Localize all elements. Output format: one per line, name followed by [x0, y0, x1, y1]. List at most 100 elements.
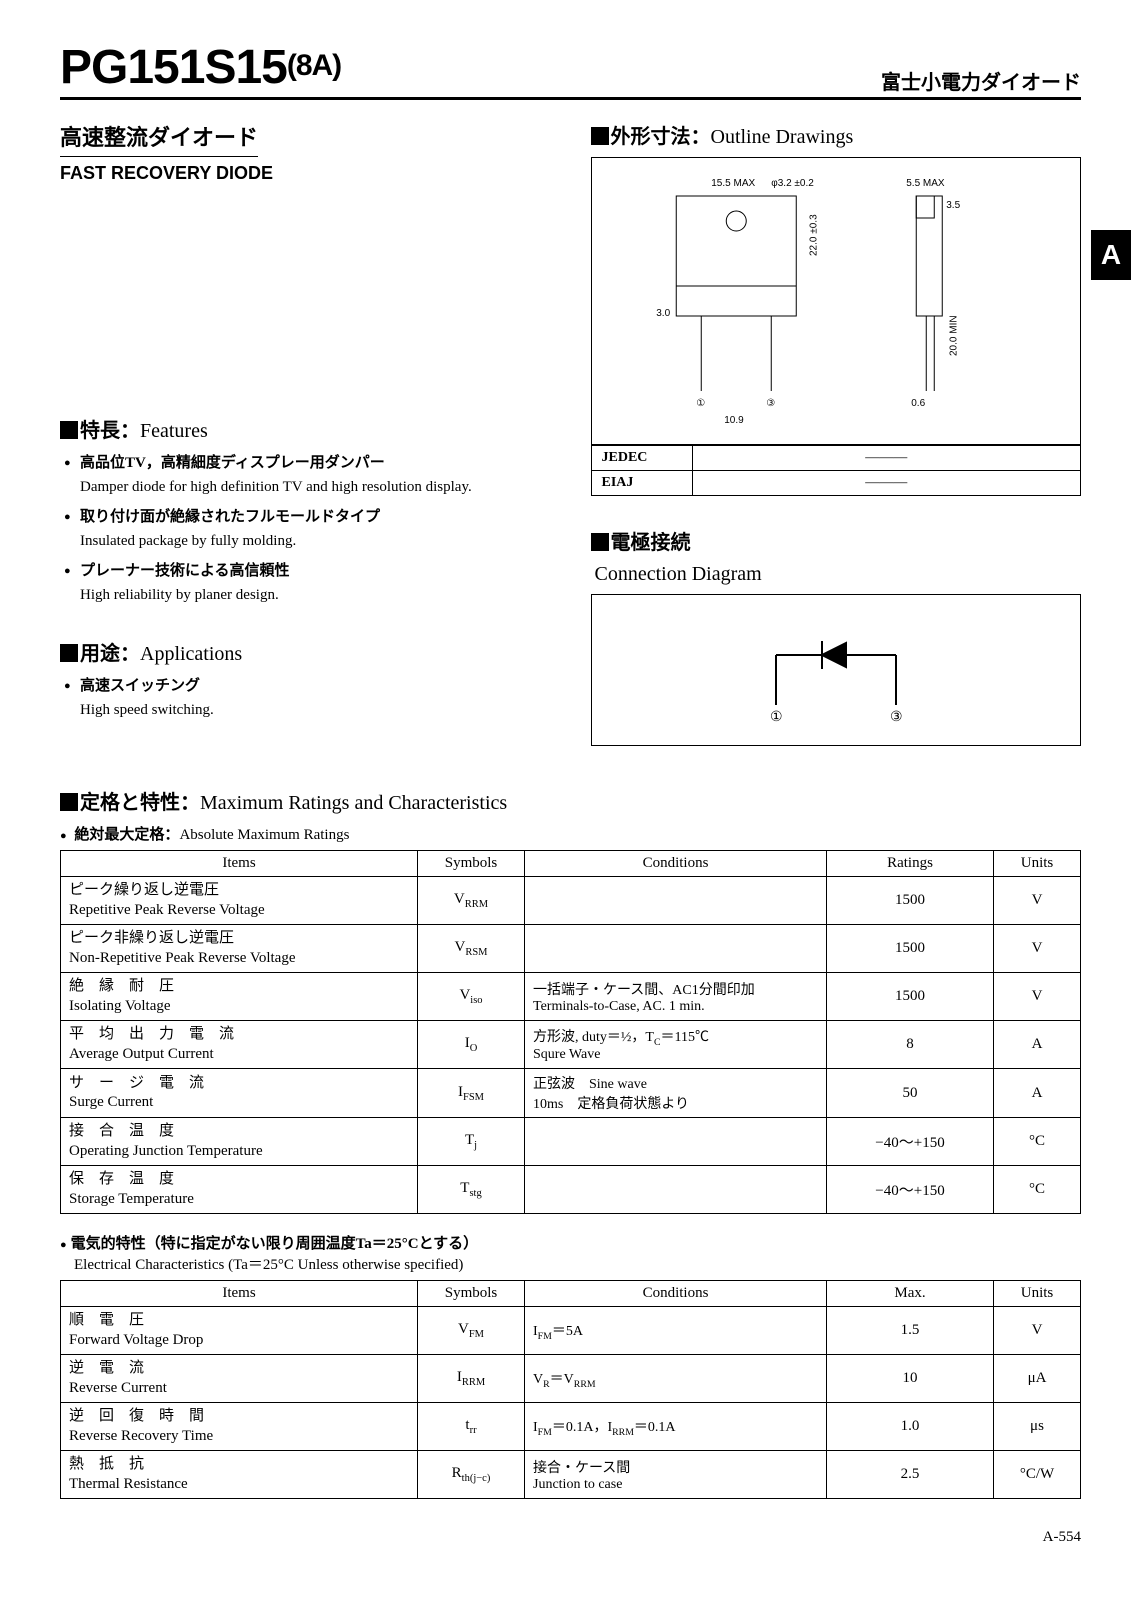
condition-cell	[525, 925, 827, 973]
condition-cell	[525, 1118, 827, 1166]
symbol-cell: VRSM	[418, 925, 525, 973]
list-item-jp: プレーナー技術による高信頼性	[80, 559, 551, 583]
symbol-cell: IFSM	[418, 1069, 525, 1118]
svg-text:③: ③	[766, 398, 775, 409]
header: PG151S15(8A) 富士小電力ダイオード	[60, 40, 1081, 100]
connection-diagram: ① ③	[591, 594, 1082, 746]
svg-text:22.0 ±0.3: 22.0 ±0.3	[808, 214, 819, 256]
condition-cell: 方形波, duty＝½，TC＝115℃Squre Wave	[525, 1021, 827, 1069]
unit-cell: μs	[994, 1403, 1081, 1451]
applications-head-jp: 用途	[80, 643, 120, 665]
subtitle-en: FAST RECOVERY DIODE	[60, 163, 551, 184]
jedec-row: JEDEC ———	[592, 445, 1081, 470]
unit-cell: °C/W	[994, 1451, 1081, 1499]
table-header-cell: Items	[61, 851, 418, 877]
part-number-block: PG151S15(8A)	[60, 40, 341, 95]
list-item-en: Damper diode for high definition TV and …	[80, 475, 551, 499]
right-column: 外形寸法：Outline Drawings	[591, 120, 1082, 746]
item-cell: サ ー ジ 電 流Surge Current	[61, 1069, 418, 1118]
symbol-cell: Rth(j−c)	[418, 1451, 525, 1499]
ratings-head-en: Maximum Ratings and Characteristics	[200, 792, 507, 814]
condition-cell	[525, 1166, 827, 1214]
condition-cell: IFM＝5A	[525, 1307, 827, 1355]
table-header-cell: Conditions	[525, 1281, 827, 1307]
condition-cell: 接合・ケース間Junction to case	[525, 1451, 827, 1499]
rating-cell: 1500	[827, 973, 994, 1021]
part-number: PG151S15	[60, 41, 287, 94]
ratings-head: 定格と特性：Maximum Ratings and Characteristic…	[60, 786, 1081, 815]
table-row: ピーク非繰り返し逆電圧Non-Repetitive Peak Reverse V…	[61, 925, 1081, 973]
symbol-cell: Tj	[418, 1118, 525, 1166]
features-head: 特長：Features	[60, 414, 551, 443]
applications-head-en: Applications	[140, 643, 242, 665]
ratings-head-jp: 定格と特性	[80, 792, 180, 814]
item-cell: 接 合 温 度Operating Junction Temperature	[61, 1118, 418, 1166]
electrical-body: 順 電 圧Forward Voltage DropVFMIFM＝5A1.5V逆 …	[61, 1307, 1081, 1499]
outline-head-jp: 外形寸法	[611, 126, 691, 148]
ratings-header-row: ItemsSymbolsConditionsRatingsUnits	[61, 851, 1081, 877]
part-suffix: (8A)	[287, 49, 341, 82]
list-item-jp: 高品位TV，高精細度ディスプレー用ダンパー	[80, 451, 551, 475]
rating-cell: 1500	[827, 925, 994, 973]
connection-head: 電極接続	[591, 526, 1082, 555]
svg-text:5.5 MAX: 5.5 MAX	[906, 178, 945, 189]
rating-cell: −40〜+150	[827, 1118, 994, 1166]
list-item: プレーナー技術による高信頼性High reliability by planer…	[64, 559, 551, 607]
electrical-sub-jp: 電気的特性（特に指定がない限り周囲温度Ta＝25°Cとする）	[60, 1236, 478, 1252]
table-header-cell: Symbols	[418, 851, 525, 877]
abs-max-jp: 絶対最大定格	[74, 827, 164, 843]
eiaj-value: ———	[693, 471, 1081, 495]
item-cell: 平 均 出 力 電 流Average Output Current	[61, 1021, 418, 1069]
item-cell: 保 存 温 度Storage Temperature	[61, 1166, 418, 1214]
table-row: 逆 回 復 時 間Reverse Recovery TimetrrIFM＝0.1…	[61, 1403, 1081, 1451]
table-header-cell: Ratings	[827, 851, 994, 877]
outline-drawing-box: 15.5 MAX φ3.2 ±0.2 22.0 ±0.3 5.5 MAX 3.5…	[591, 157, 1082, 496]
electrical-sub-en: Electrical Characteristics (Ta＝25°C Unle…	[74, 1253, 1081, 1274]
jedec-label: JEDEC	[592, 446, 693, 470]
diode-symbol-svg: ① ③	[726, 615, 946, 725]
item-cell: 順 電 圧Forward Voltage Drop	[61, 1307, 418, 1355]
rating-cell: 2.5	[827, 1451, 994, 1499]
rating-cell: 1.5	[827, 1307, 994, 1355]
item-cell: 熱 抵 抗Thermal Resistance	[61, 1451, 418, 1499]
unit-cell: V	[994, 973, 1081, 1021]
svg-text:①: ①	[770, 710, 783, 725]
rating-cell: 1.0	[827, 1403, 994, 1451]
abs-max-sub: 絶対最大定格：Absolute Maximum Ratings	[60, 823, 1081, 844]
unit-cell: V	[994, 877, 1081, 925]
list-item-en: High speed switching.	[80, 698, 551, 722]
table-row: 絶 縁 耐 圧Isolating VoltageViso一括端子・ケース間、AC…	[61, 973, 1081, 1021]
unit-cell: μA	[994, 1355, 1081, 1403]
svg-text:①: ①	[696, 398, 705, 409]
svg-text:10.9: 10.9	[724, 415, 744, 426]
features-list: 高品位TV，高精細度ディスプレー用ダンパーDamper diode for hi…	[60, 451, 551, 607]
unit-cell: V	[994, 1307, 1081, 1355]
table-row: ピーク繰り返し逆電圧Repetitive Peak Reverse Voltag…	[61, 877, 1081, 925]
table-row: 順 電 圧Forward Voltage DropVFMIFM＝5A1.5V	[61, 1307, 1081, 1355]
electrical-header-row: ItemsSymbolsConditionsMax.Units	[61, 1281, 1081, 1307]
svg-text:0.6: 0.6	[911, 398, 925, 409]
rating-cell: 50	[827, 1069, 994, 1118]
table-header-cell: Items	[61, 1281, 418, 1307]
list-item: 高品位TV，高精細度ディスプレー用ダンパーDamper diode for hi…	[64, 451, 551, 499]
item-cell: 逆 回 復 時 間Reverse Recovery Time	[61, 1403, 418, 1451]
rating-cell: −40〜+150	[827, 1166, 994, 1214]
symbol-cell: IRRM	[418, 1355, 525, 1403]
unit-cell: A	[994, 1021, 1081, 1069]
symbol-cell: VRRM	[418, 877, 525, 925]
table-row: 逆 電 流Reverse CurrentIRRMVR＝VRRM10μA	[61, 1355, 1081, 1403]
table-row: 接 合 温 度Operating Junction TemperatureTj −…	[61, 1118, 1081, 1166]
ratings-body: ピーク繰り返し逆電圧Repetitive Peak Reverse Voltag…	[61, 877, 1081, 1214]
svg-text:3.0: 3.0	[656, 308, 670, 319]
outline-drawing: 15.5 MAX φ3.2 ±0.2 22.0 ±0.3 5.5 MAX 3.5…	[592, 158, 1081, 445]
svg-text:φ3.2 ±0.2: φ3.2 ±0.2	[771, 178, 814, 189]
list-item: 高速スイッチングHigh speed switching.	[64, 674, 551, 722]
item-cell: 逆 電 流Reverse Current	[61, 1355, 418, 1403]
rating-cell: 10	[827, 1355, 994, 1403]
outline-head-en: Outline Drawings	[711, 126, 854, 148]
table-header-cell: Units	[994, 851, 1081, 877]
unit-cell: A	[994, 1069, 1081, 1118]
unit-cell: °C	[994, 1118, 1081, 1166]
symbol-cell: Viso	[418, 973, 525, 1021]
table-header-cell: Symbols	[418, 1281, 525, 1307]
